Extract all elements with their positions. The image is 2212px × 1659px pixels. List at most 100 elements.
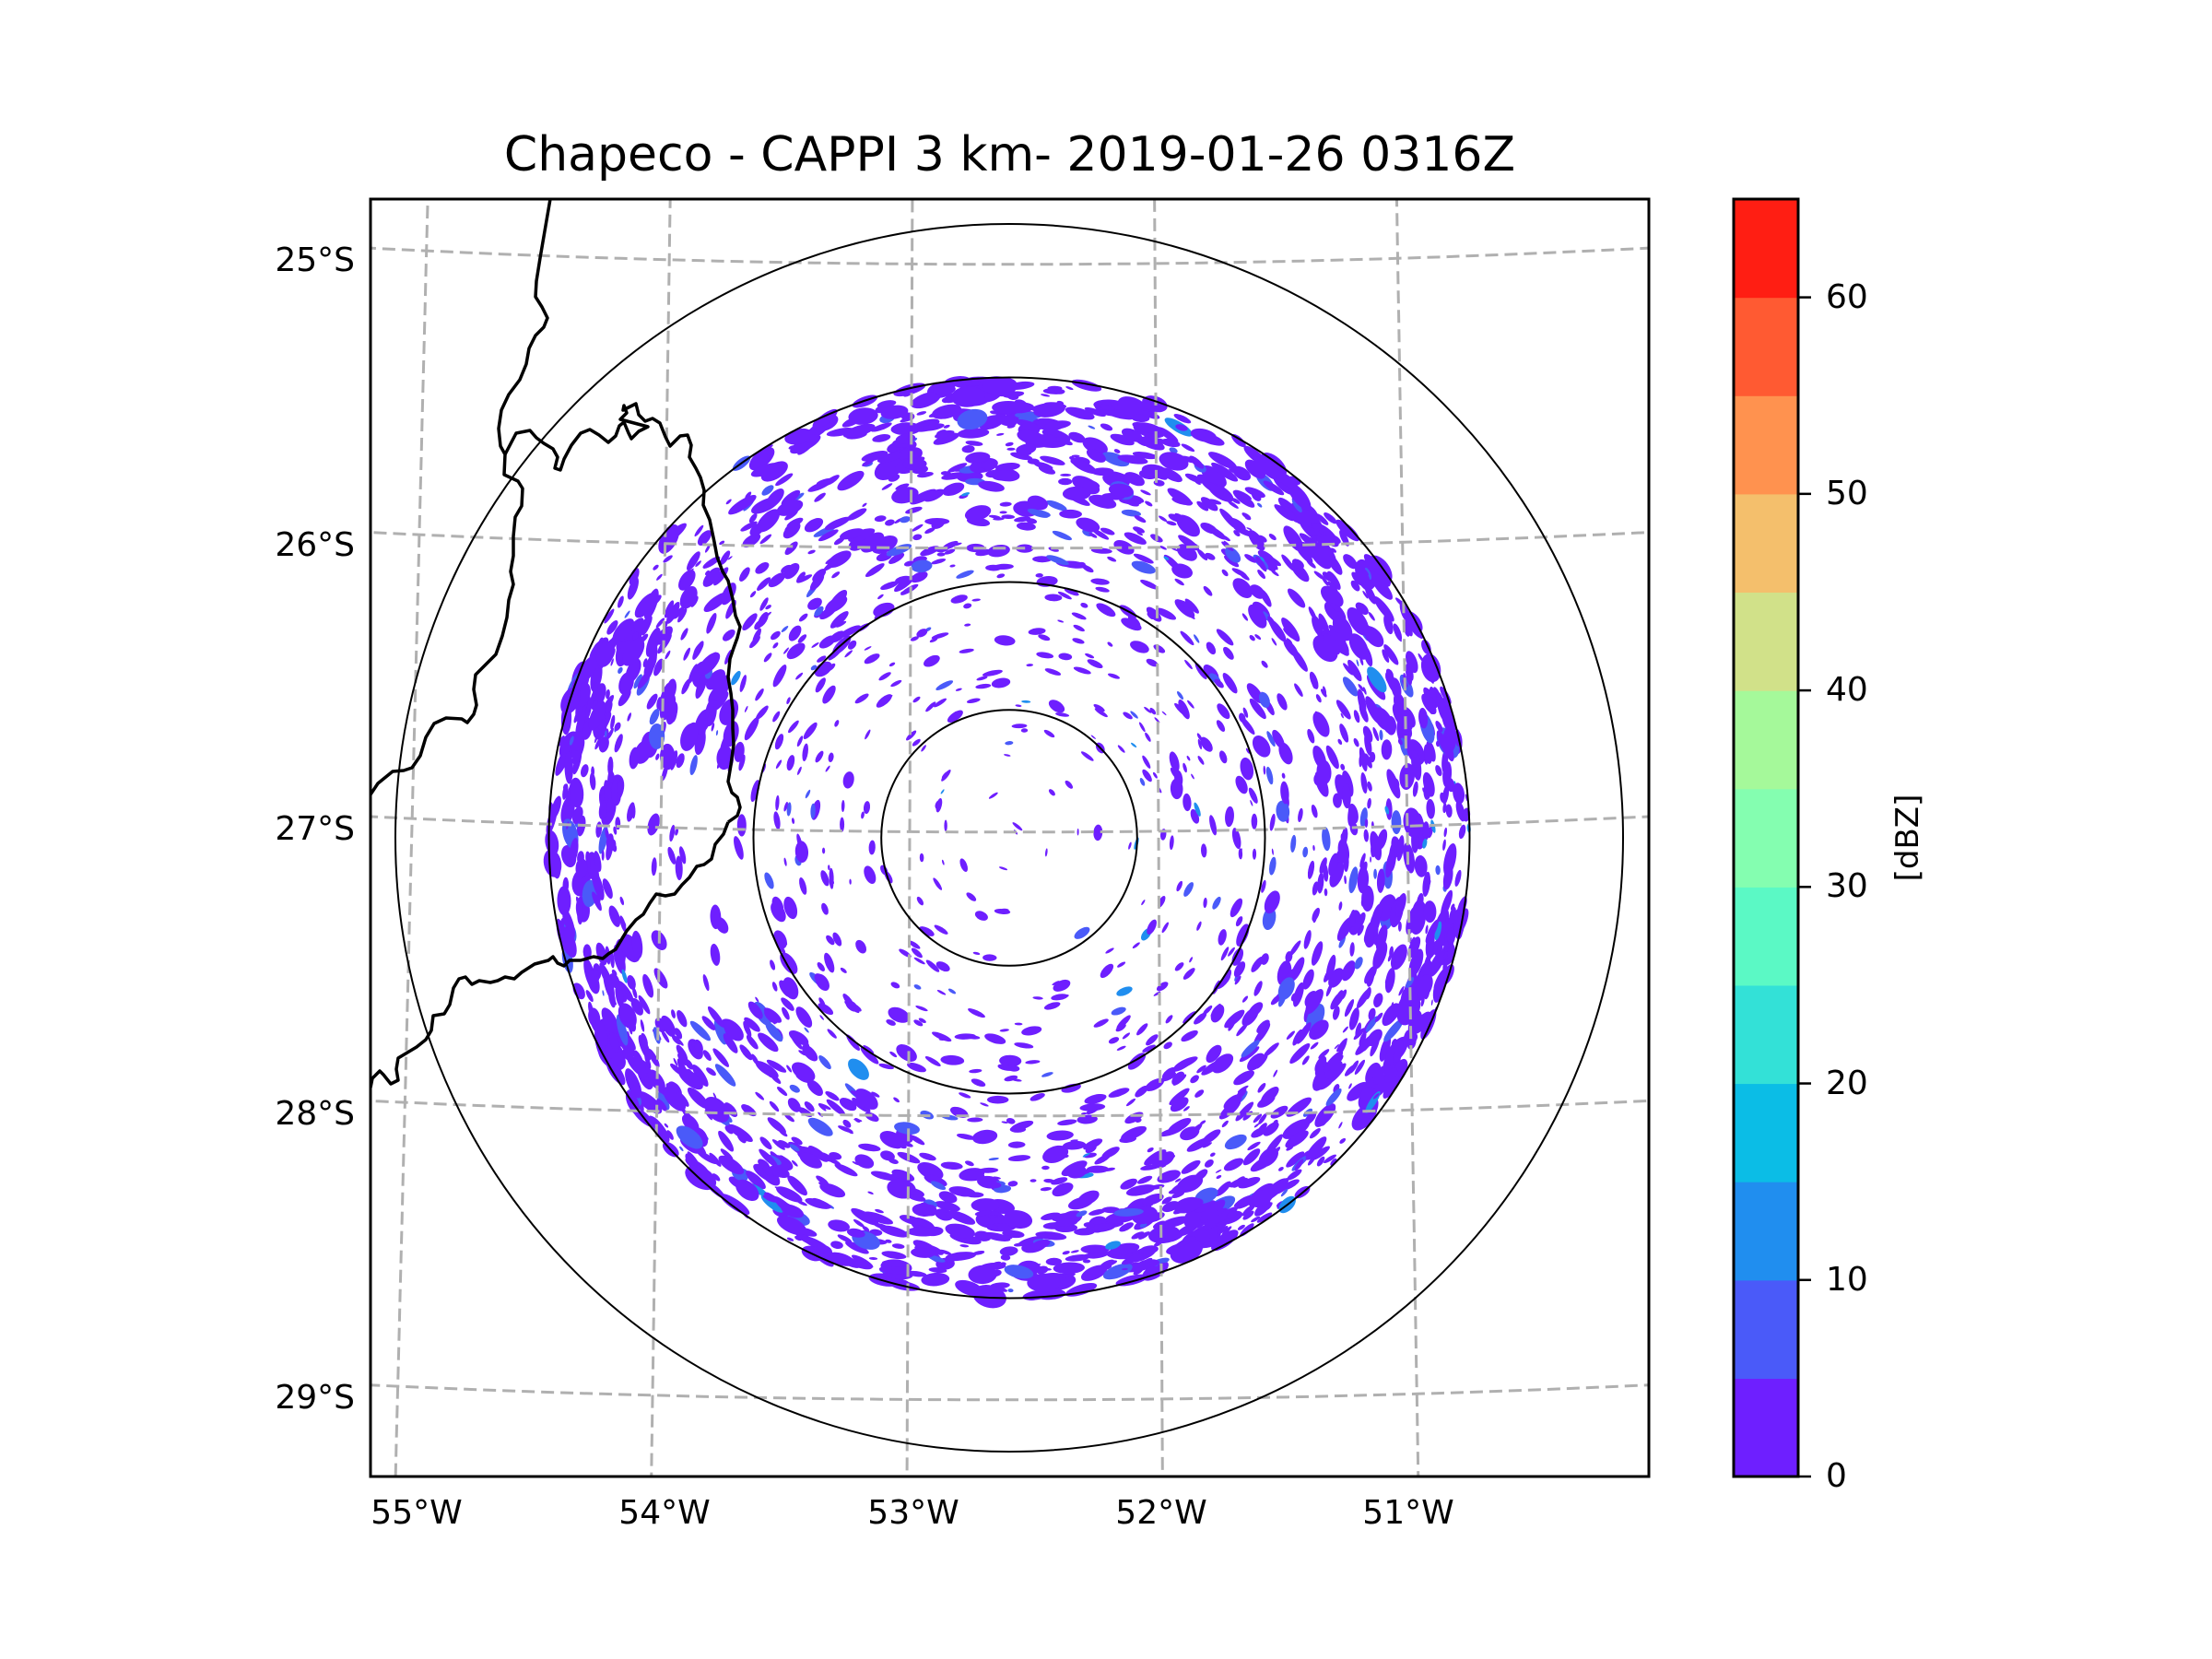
echo-cell bbox=[1076, 1210, 1088, 1218]
parallel-gridline bbox=[371, 1383, 1649, 1402]
echo-cell bbox=[642, 658, 648, 667]
echo-cell bbox=[634, 592, 658, 618]
echo-cell bbox=[676, 753, 685, 769]
echo-cell bbox=[734, 836, 744, 860]
echo-cell bbox=[846, 1228, 865, 1238]
echo-cell bbox=[1250, 799, 1253, 806]
echo-cell bbox=[1290, 562, 1310, 582]
echo-cell bbox=[1130, 711, 1138, 719]
echo-cell bbox=[1113, 449, 1121, 453]
colorbar-bin bbox=[1734, 788, 1798, 888]
echo-cell bbox=[764, 1010, 778, 1024]
echo-cell bbox=[1054, 1218, 1078, 1227]
echo-cell bbox=[834, 1163, 858, 1177]
echo-cell bbox=[728, 495, 757, 515]
echo-cell bbox=[938, 1191, 958, 1204]
echo-cell bbox=[810, 803, 816, 819]
echo-cell bbox=[1237, 1224, 1245, 1230]
echo-cell bbox=[706, 613, 717, 634]
echo-cell bbox=[618, 666, 623, 674]
echo-cell bbox=[999, 511, 1007, 514]
echo-cell bbox=[759, 597, 769, 611]
echo-cell bbox=[896, 1044, 917, 1062]
echo-cell bbox=[677, 1010, 688, 1028]
echo-cell bbox=[720, 1194, 750, 1216]
echo-cell bbox=[1224, 555, 1240, 568]
echo-cell bbox=[1317, 872, 1324, 894]
echo-cell bbox=[771, 630, 781, 641]
y-tick-label: 29°S bbox=[275, 1379, 355, 1417]
echo-cell bbox=[1336, 917, 1353, 941]
echo-cell bbox=[1412, 1011, 1431, 1035]
echo-cell bbox=[704, 544, 711, 553]
echo-cell bbox=[841, 800, 845, 812]
echo-cell bbox=[1136, 532, 1144, 535]
echo-cell bbox=[1004, 754, 1011, 757]
echo-cell bbox=[1242, 707, 1249, 718]
echo-cell bbox=[765, 1021, 783, 1042]
echo-cell bbox=[1041, 1165, 1050, 1171]
echo-cell bbox=[1108, 1037, 1120, 1044]
echo-cell bbox=[618, 595, 624, 608]
echo-cell bbox=[1397, 738, 1403, 746]
echo-cell bbox=[1442, 865, 1453, 890]
echo-cell bbox=[598, 799, 607, 820]
meridian-gridline bbox=[905, 199, 914, 1477]
echo-cell bbox=[782, 1006, 790, 1020]
echo-cell bbox=[1171, 1191, 1185, 1198]
echo-cell bbox=[957, 408, 988, 430]
echo-cell bbox=[1048, 789, 1055, 796]
echo-cell bbox=[1384, 1067, 1398, 1083]
echo-cell bbox=[764, 578, 771, 584]
echo-cell bbox=[1042, 1145, 1069, 1163]
echo-cell bbox=[1115, 1023, 1126, 1032]
echo-cell bbox=[878, 1266, 894, 1274]
echo-cell bbox=[1294, 683, 1303, 698]
echo-cell bbox=[602, 990, 605, 996]
echo-cell bbox=[965, 441, 983, 446]
echo-cell bbox=[1323, 632, 1341, 655]
echo-cell bbox=[935, 429, 955, 439]
echo-cell bbox=[844, 650, 853, 658]
echo-cell bbox=[1142, 1194, 1164, 1206]
echo-cell bbox=[1324, 1051, 1344, 1073]
echo-cell bbox=[1194, 1200, 1216, 1213]
echo-cell bbox=[787, 1175, 807, 1196]
echo-cell bbox=[1099, 404, 1115, 411]
echo-cell bbox=[788, 445, 795, 450]
echo-cell bbox=[932, 1031, 952, 1042]
echo-cell bbox=[736, 814, 747, 837]
echo-cell bbox=[1284, 506, 1299, 524]
echo-cell bbox=[1125, 1184, 1156, 1196]
echo-cell bbox=[1126, 500, 1139, 507]
echo-cell bbox=[1181, 1030, 1198, 1042]
echo-cell bbox=[627, 577, 639, 600]
echo-cell bbox=[1409, 937, 1412, 944]
echo-cell bbox=[1018, 1235, 1044, 1246]
echo-cell bbox=[1340, 712, 1344, 719]
echo-cell bbox=[1141, 900, 1146, 906]
echo-cell bbox=[1376, 868, 1385, 893]
echo-cell bbox=[1131, 560, 1156, 574]
echo-cell bbox=[1057, 619, 1065, 623]
echo-cell bbox=[814, 492, 826, 502]
echo-cell bbox=[994, 462, 1020, 472]
echo-cell bbox=[812, 569, 827, 582]
echo-cell bbox=[1007, 1155, 1031, 1162]
echo-cell bbox=[994, 635, 1016, 646]
echo-cell bbox=[1383, 1018, 1404, 1042]
echo-cell bbox=[1320, 688, 1327, 698]
echo-cell bbox=[1088, 1208, 1106, 1216]
echo-cell bbox=[1328, 853, 1338, 877]
echo-cell bbox=[1095, 586, 1110, 593]
echo-cell bbox=[944, 548, 956, 555]
echo-cell bbox=[1367, 781, 1372, 792]
echo-cell bbox=[1210, 1003, 1221, 1017]
echo-cell bbox=[845, 1002, 857, 1012]
colorbar-frame bbox=[1732, 197, 1800, 1478]
echo-cell bbox=[725, 499, 732, 505]
echo-cell bbox=[709, 1152, 722, 1167]
echo-cell bbox=[1051, 1177, 1068, 1185]
echo-cell bbox=[1358, 684, 1365, 692]
colorbar-tick-label: 0 bbox=[1826, 1457, 1847, 1495]
